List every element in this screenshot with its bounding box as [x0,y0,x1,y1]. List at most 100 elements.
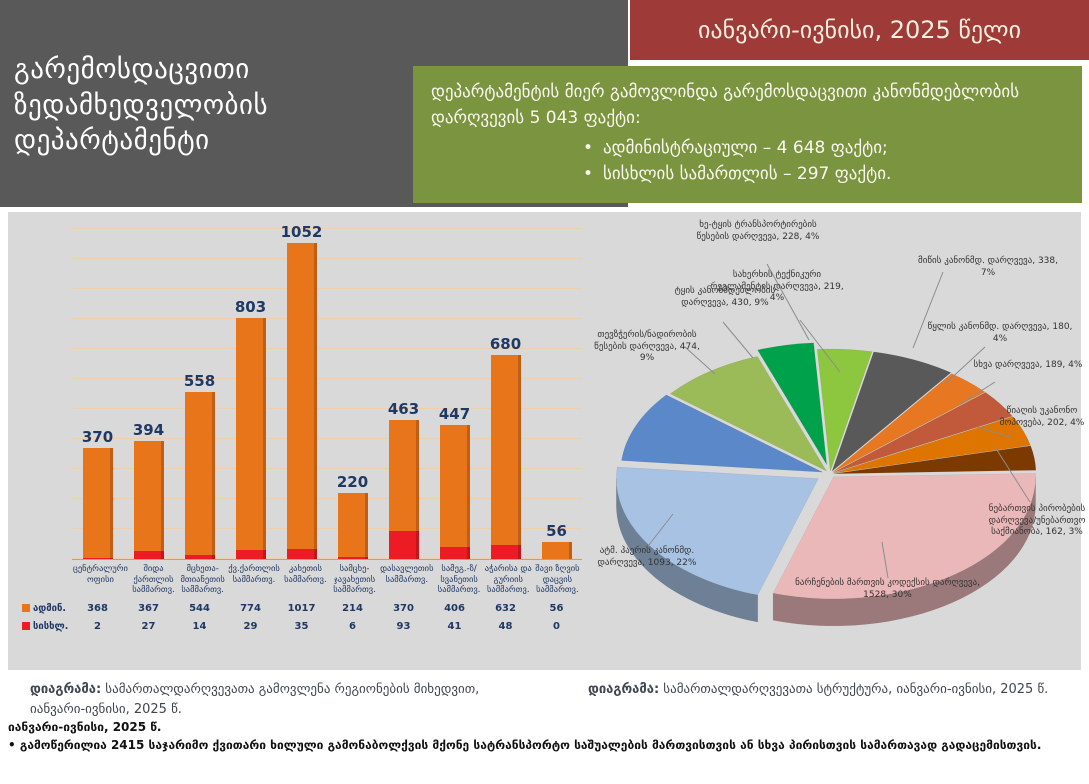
category-label: სამცხე-ჯავახეთის სამმართვ. [333,564,376,596]
summary-bullet-administrative: ადმინისტრაციული – 4 648 ფაქტი; [579,135,1062,162]
summary-bullet-criminal: სისხლის სამართლის – 297 ფაქტი. [579,161,1062,188]
bar-plot: 370 394 558 803 1052 220 463 447 680 56 [72,218,582,560]
table-value: 774 [240,602,261,614]
bar-segment-admin [235,318,266,551]
bar-segment-criminal [82,558,113,559]
category-label: აჭარისა და გურიის სამმართვ. [484,564,532,596]
bar-segment-criminal [286,548,317,559]
table-value: 544 [189,602,210,614]
bar-stack [439,424,470,559]
bar-stack [235,318,266,559]
bar-segment-criminal [133,550,164,559]
summary-box: დეპარტამენტის მიერ გამოვლინდა გარემოსდაც… [413,66,1082,203]
bar-5: 220 [327,218,378,559]
legend-swatch [22,604,30,613]
pie-slice [669,356,828,472]
bar-value-label: 370 [81,428,114,447]
bar-8: 680 [480,218,531,559]
bar-segment-admin [490,355,521,545]
table-value: 370 [393,602,414,614]
bar-stack [286,243,317,559]
category-label: კახეთის სამმართვ. [284,564,327,585]
pie-slice [616,466,819,596]
table-value: 93 [396,620,411,632]
pie-leader-line [881,541,889,579]
bar-stack [184,391,215,559]
bar-segment-criminal [184,554,215,559]
table-value: 14 [192,620,207,632]
table-value: 56 [549,602,564,614]
pie-leader-line [959,381,996,405]
category-label: შავი ზღვის დაცვის სამმართვ. [535,564,580,596]
bar-segment-criminal [337,557,368,559]
bar-value-label: 56 [546,522,567,541]
category-label: მცხეთა-მთიანეთის სამმართვ. [180,564,225,596]
table-value: 1017 [287,602,316,614]
category-label: შიდა ქართლის სამმართვ. [132,564,175,596]
legend-criminal: სისხლ. [20,616,72,634]
summary-intro: დეპარტამენტის მიერ გამოვლინდა გარემოსდაც… [431,82,1020,128]
bar-3: 803 [225,218,276,559]
header: გარემოსდაცვითი ზედამხედველობის დეპარტამე… [0,0,1089,207]
bar-value-label: 1052 [280,223,323,242]
bar-value-label: 803 [234,298,267,317]
pie-leader-line [976,426,1011,438]
footer-period: იანვარი-ივნისი, 2025 წ. [8,720,162,734]
footer: დიაგრამა: სამართალდარღვევათა გამოვლენა რ… [0,670,1089,784]
table-value: 6 [349,620,356,632]
legend-label: ადმინ. [33,602,66,614]
bar-value-label: 394 [132,420,165,439]
pie-slice [833,416,1031,474]
bar-7: 447 [429,218,480,559]
bar-1: 394 [123,218,174,559]
footer-note: • გამოწერილია 2415 საჯარიმო ქვითარი ხილუ… [8,738,1042,752]
category-label: დასავლეთის სამმართვ. [380,564,434,585]
pie-slice [816,348,873,472]
table-value: 35 [294,620,309,632]
pie-leader-line [684,346,716,375]
pie-slice [833,445,1037,474]
bar-segment-criminal [439,546,470,559]
bar-stack [388,420,419,559]
table-value: 368 [87,602,108,614]
legend-admin: ადმინ. [20,598,72,616]
pie-slice [831,351,952,473]
bar-stack [490,355,521,559]
table-value: 48 [498,620,513,632]
bar-segment-admin [337,493,368,558]
bar-2: 558 [174,218,225,559]
table-row-admin: ადმინ. 368 367 544 774 1017 214 370 406 632 56 [20,598,582,616]
period-banner: იანვარი-ივნისი, 2025 წელი [630,0,1089,60]
bar-stack [337,493,368,559]
bar-segment-admin [439,424,470,547]
bar-segment-admin [82,448,113,559]
legend-label: სისხლ. [33,620,69,632]
pie-leader-line [644,513,674,551]
table-value: 632 [495,602,516,614]
summary-bullets: ადმინისტრაციული – 4 648 ფაქტი; სისხლის ს… [579,135,1062,188]
category-label: სამეგ.-ზ/სვანეთის სამმართვ. [437,564,481,596]
caption-right-label: დიაგრამა: [588,682,660,697]
pie-leader-line [912,271,944,349]
pie-leader-line [944,346,986,385]
table-row-criminal: სისხლ. 2 27 14 29 35 6 93 41 48 0 [20,616,582,634]
bar-segment-criminal [235,550,266,559]
legend-swatch [22,622,30,631]
table-value: 2 [94,620,101,632]
bar-segment-criminal [490,544,521,559]
table-value: 27 [141,620,156,632]
table-value: 29 [243,620,258,632]
pie-slice [772,473,1036,600]
bar-9: 56 [531,218,582,559]
bar-stack [82,448,113,559]
pie-leader-line [722,321,754,359]
table-value: 41 [447,620,462,632]
bar-stack [541,542,572,559]
bar-value-label: 220 [336,473,369,492]
bar-segment-admin [286,243,317,549]
pie-leader-line [994,446,1031,503]
pie-leader-line [799,319,841,373]
bar-value-label: 463 [387,400,420,419]
bar-segment-criminal [388,531,419,559]
bar-value-label: 558 [183,371,216,390]
